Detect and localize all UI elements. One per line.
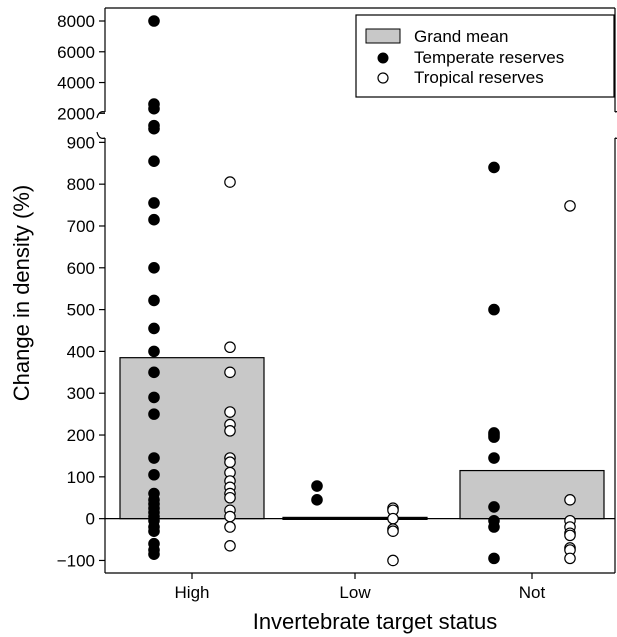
legend-grand-mean-swatch — [365, 28, 401, 44]
temperate-point-high — [148, 468, 160, 481]
temperate-point-high — [148, 15, 160, 27]
axis-break-left — [96, 131, 106, 139]
tropical-point-not — [564, 494, 576, 506]
temperate-point-not — [488, 521, 500, 533]
tropical-point-high — [224, 540, 236, 552]
y-tick-label: 400 — [67, 342, 95, 361]
temperate-point-high — [148, 155, 160, 167]
temperate-point-low — [311, 494, 323, 506]
axes: −100 0 100 200 300 400 500 600 700 800 900 2000 4000… — [57, 7, 617, 602]
tropical-point-high — [224, 491, 236, 504]
temperate-point-high — [148, 548, 160, 560]
axis-break-right — [614, 137, 617, 139]
tropical-point-not — [564, 529, 576, 542]
temperate-point-high — [148, 408, 160, 420]
y-tick-label-upper: 6000 — [57, 43, 95, 62]
x-tick-label: Low — [339, 583, 371, 602]
y-tick-label: 100 — [67, 468, 95, 487]
x-tick-label: Not — [519, 583, 546, 602]
y-tick-label: 600 — [67, 259, 95, 278]
y-axis-label: Change in density (%) — [9, 185, 34, 401]
legend-grand-mean-label: Grand mean — [414, 27, 509, 46]
temperate-point-low — [311, 480, 323, 492]
bar-not — [459, 469, 605, 520]
temperate-point-high — [148, 345, 160, 358]
y-tick-label: 0 — [86, 510, 95, 529]
temperate-point-high — [148, 102, 160, 115]
temperate-point-high — [148, 122, 160, 135]
temperate-point-high — [148, 452, 160, 464]
legend-tropical-label: Tropical reserves — [414, 68, 544, 87]
temperate-point-high — [148, 322, 160, 335]
temperate-point-not — [488, 452, 500, 464]
legend-temperate-marker — [377, 52, 389, 64]
y-tick-label: 900 — [67, 133, 95, 152]
tropical-point-low — [387, 525, 399, 537]
legend-tropical-marker — [377, 72, 389, 84]
axis-break-right — [614, 111, 617, 113]
temperate-point-not — [488, 431, 500, 443]
tropical-point-high — [224, 341, 236, 354]
tropical-point-high — [224, 456, 236, 469]
legend-temperate-label: Temperate reserves — [414, 48, 564, 67]
tropical-point-high — [224, 510, 236, 523]
legend: Grand mean Temperate reserves Tropical r… — [355, 14, 615, 98]
temperate-point-high — [148, 294, 160, 307]
temperate-point-high — [148, 213, 160, 226]
tropical-point-high — [224, 366, 236, 379]
tropical-point-not — [564, 200, 576, 212]
y-tick-label: 300 — [67, 384, 95, 403]
tropical-point-high — [224, 176, 236, 188]
temperate-point-high — [148, 197, 160, 209]
temperate-point-high — [148, 391, 160, 404]
axis-break-left — [96, 111, 106, 119]
temperate-point-not — [488, 552, 500, 565]
x-axis-label: Invertebrate target status — [253, 609, 498, 634]
temperate-point-high — [148, 525, 160, 537]
tropical-point-not — [564, 552, 576, 565]
y-tick-label: −100 — [57, 551, 95, 570]
y-tick-label-upper: 4000 — [57, 74, 95, 93]
temperate-point-not — [488, 501, 500, 513]
y-tick-label-upper: 2000 — [57, 104, 95, 123]
tropical-point-high — [224, 425, 236, 437]
x-tick-label: High — [175, 583, 210, 602]
plot-area — [105, 15, 615, 567]
temperate-point-not — [488, 161, 500, 174]
y-tick-label-upper: 8000 — [57, 12, 95, 31]
tropical-point-low — [387, 512, 399, 525]
tropical-point-low — [387, 554, 399, 567]
y-tick-label: 800 — [67, 175, 95, 194]
y-tick-label: 700 — [67, 217, 95, 236]
y-tick-label: 500 — [67, 301, 95, 320]
temperate-point-not — [488, 303, 500, 316]
bar-high — [119, 357, 265, 520]
temperate-point-high — [148, 366, 160, 379]
tropical-point-high — [224, 521, 236, 533]
tropical-point-high — [224, 406, 236, 418]
temperate-point-high — [148, 261, 160, 274]
y-tick-label: 200 — [67, 426, 95, 445]
